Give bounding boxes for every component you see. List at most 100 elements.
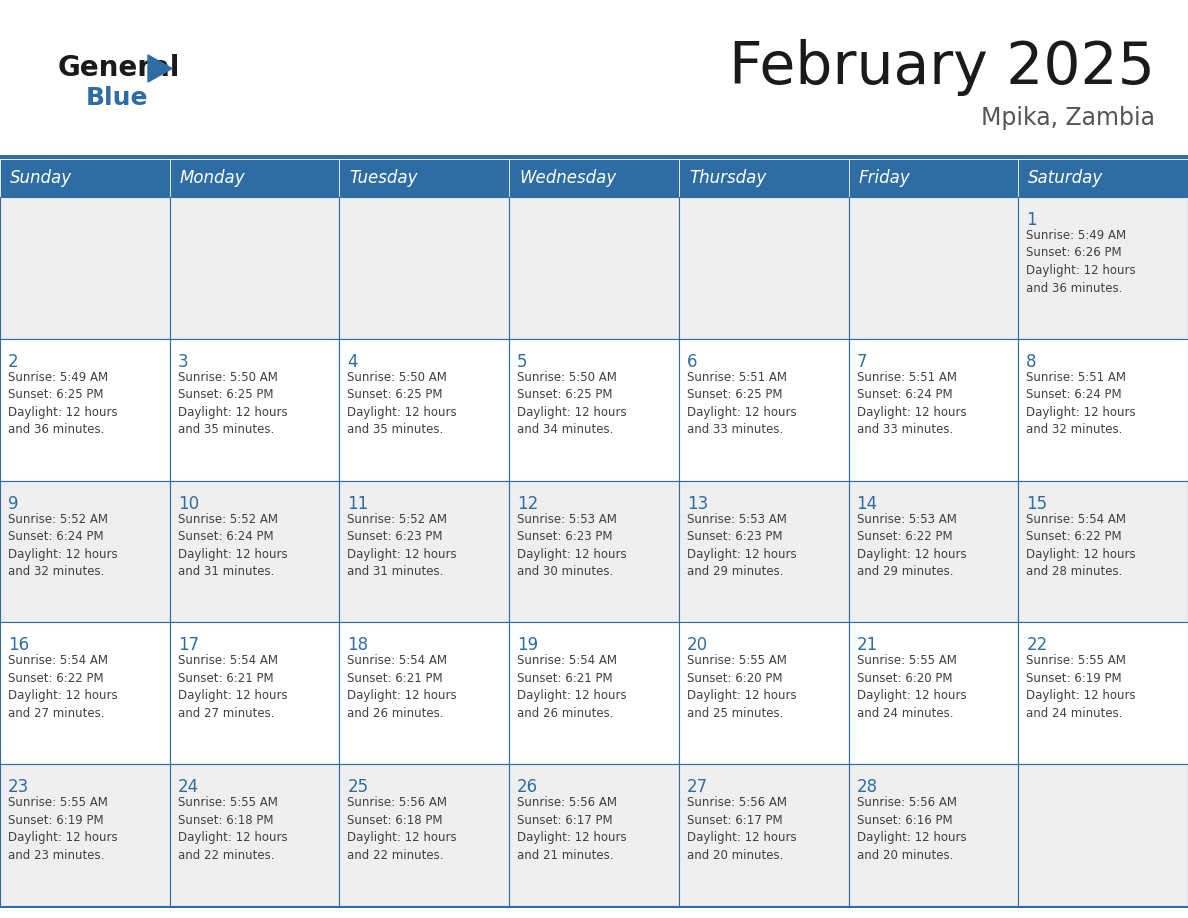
Text: Sunset: 6:25 PM: Sunset: 6:25 PM [347,388,443,401]
Text: 6: 6 [687,353,697,371]
Text: and 36 minutes.: and 36 minutes. [8,423,105,436]
Text: Sunset: 6:18 PM: Sunset: 6:18 PM [347,813,443,827]
Text: and 34 minutes.: and 34 minutes. [517,423,613,436]
Text: Sunset: 6:23 PM: Sunset: 6:23 PM [517,530,613,543]
Text: Daylight: 12 hours: Daylight: 12 hours [347,548,457,561]
Text: Sunrise: 5:56 AM: Sunrise: 5:56 AM [857,796,956,809]
Text: Sunset: 6:21 PM: Sunset: 6:21 PM [517,672,613,685]
Bar [510,159,678,197]
Bar [848,764,1018,906]
Text: Sunrise: 5:50 AM: Sunrise: 5:50 AM [517,371,617,384]
Text: Thursday: Thursday [689,169,766,187]
Text: Daylight: 12 hours: Daylight: 12 hours [178,831,287,845]
Bar [1018,159,1188,197]
Text: Sunrise: 5:52 AM: Sunrise: 5:52 AM [347,512,448,526]
Text: Mpika, Zambia: Mpika, Zambia [981,106,1155,130]
Text: 11: 11 [347,495,368,512]
Text: Daylight: 12 hours: Daylight: 12 hours [517,406,627,419]
Text: Daylight: 12 hours: Daylight: 12 hours [517,831,627,845]
Text: Sunrise: 5:49 AM: Sunrise: 5:49 AM [1026,229,1126,242]
Text: Sunrise: 5:54 AM: Sunrise: 5:54 AM [347,655,448,667]
Text: Daylight: 12 hours: Daylight: 12 hours [857,831,966,845]
Text: Daylight: 12 hours: Daylight: 12 hours [687,831,796,845]
Text: and 20 minutes.: and 20 minutes. [857,849,953,862]
Polygon shape [148,55,172,82]
Text: Sunset: 6:25 PM: Sunset: 6:25 PM [687,388,783,401]
Bar [510,764,678,906]
Text: Daylight: 12 hours: Daylight: 12 hours [8,831,118,845]
Bar [678,764,848,906]
Text: Daylight: 12 hours: Daylight: 12 hours [857,548,966,561]
Text: Sunset: 6:22 PM: Sunset: 6:22 PM [1026,530,1121,543]
Text: and 35 minutes.: and 35 minutes. [178,423,274,436]
Bar [0,622,170,764]
Text: Daylight: 12 hours: Daylight: 12 hours [517,548,627,561]
Text: and 22 minutes.: and 22 minutes. [178,849,274,862]
Text: Sunrise: 5:53 AM: Sunrise: 5:53 AM [687,512,786,526]
Bar [340,481,510,622]
Text: 20: 20 [687,636,708,655]
Bar [848,339,1018,481]
Text: Sunday: Sunday [10,169,72,187]
Text: Sunset: 6:18 PM: Sunset: 6:18 PM [178,813,273,827]
Bar [848,159,1018,197]
Text: Sunrise: 5:56 AM: Sunrise: 5:56 AM [687,796,786,809]
Text: Sunset: 6:25 PM: Sunset: 6:25 PM [517,388,613,401]
Text: Sunrise: 5:51 AM: Sunrise: 5:51 AM [1026,371,1126,384]
Text: 8: 8 [1026,353,1037,371]
Text: Blue: Blue [86,86,148,110]
Text: and 27 minutes.: and 27 minutes. [8,707,105,720]
Bar [0,159,170,197]
Text: Sunset: 6:19 PM: Sunset: 6:19 PM [8,813,103,827]
Text: 16: 16 [8,636,30,655]
Bar [0,155,1188,159]
Text: Sunrise: 5:55 AM: Sunrise: 5:55 AM [8,796,108,809]
Text: 3: 3 [178,353,189,371]
Text: Sunrise: 5:53 AM: Sunrise: 5:53 AM [517,512,617,526]
Text: and 23 minutes.: and 23 minutes. [8,849,105,862]
Text: and 26 minutes.: and 26 minutes. [517,707,614,720]
Text: Daylight: 12 hours: Daylight: 12 hours [857,406,966,419]
Text: Sunset: 6:17 PM: Sunset: 6:17 PM [687,813,783,827]
Text: Sunrise: 5:55 AM: Sunrise: 5:55 AM [1026,655,1126,667]
Text: Sunrise: 5:51 AM: Sunrise: 5:51 AM [857,371,956,384]
Text: and 27 minutes.: and 27 minutes. [178,707,274,720]
Text: Daylight: 12 hours: Daylight: 12 hours [687,689,796,702]
Bar [678,197,848,339]
Text: Monday: Monday [179,169,246,187]
Bar [678,159,848,197]
Text: Daylight: 12 hours: Daylight: 12 hours [178,689,287,702]
Text: Sunset: 6:21 PM: Sunset: 6:21 PM [347,672,443,685]
Text: Daylight: 12 hours: Daylight: 12 hours [178,406,287,419]
Text: 17: 17 [178,636,198,655]
Bar [170,622,340,764]
Text: Daylight: 12 hours: Daylight: 12 hours [8,406,118,419]
Text: Daylight: 12 hours: Daylight: 12 hours [347,406,457,419]
Text: and 36 minutes.: and 36 minutes. [1026,282,1123,295]
Text: 1: 1 [1026,211,1037,229]
Text: Saturday: Saturday [1029,169,1104,187]
Text: 23: 23 [8,778,30,796]
Bar [1018,622,1188,764]
Text: Sunrise: 5:55 AM: Sunrise: 5:55 AM [857,655,956,667]
Text: Daylight: 12 hours: Daylight: 12 hours [8,689,118,702]
Text: 5: 5 [517,353,527,371]
Bar [848,622,1018,764]
Text: Sunset: 6:16 PM: Sunset: 6:16 PM [857,813,953,827]
Text: and 31 minutes.: and 31 minutes. [178,565,274,578]
Bar [678,481,848,622]
Text: 27: 27 [687,778,708,796]
Text: 13: 13 [687,495,708,512]
Text: Sunset: 6:21 PM: Sunset: 6:21 PM [178,672,273,685]
Text: Sunrise: 5:55 AM: Sunrise: 5:55 AM [687,655,786,667]
Bar [678,622,848,764]
Text: and 21 minutes.: and 21 minutes. [517,849,614,862]
Text: and 25 minutes.: and 25 minutes. [687,707,783,720]
Text: Daylight: 12 hours: Daylight: 12 hours [8,548,118,561]
Text: 22: 22 [1026,636,1048,655]
Bar [1018,339,1188,481]
Text: and 29 minutes.: and 29 minutes. [687,565,783,578]
Bar [170,764,340,906]
Bar [510,197,678,339]
Text: Sunrise: 5:50 AM: Sunrise: 5:50 AM [347,371,448,384]
